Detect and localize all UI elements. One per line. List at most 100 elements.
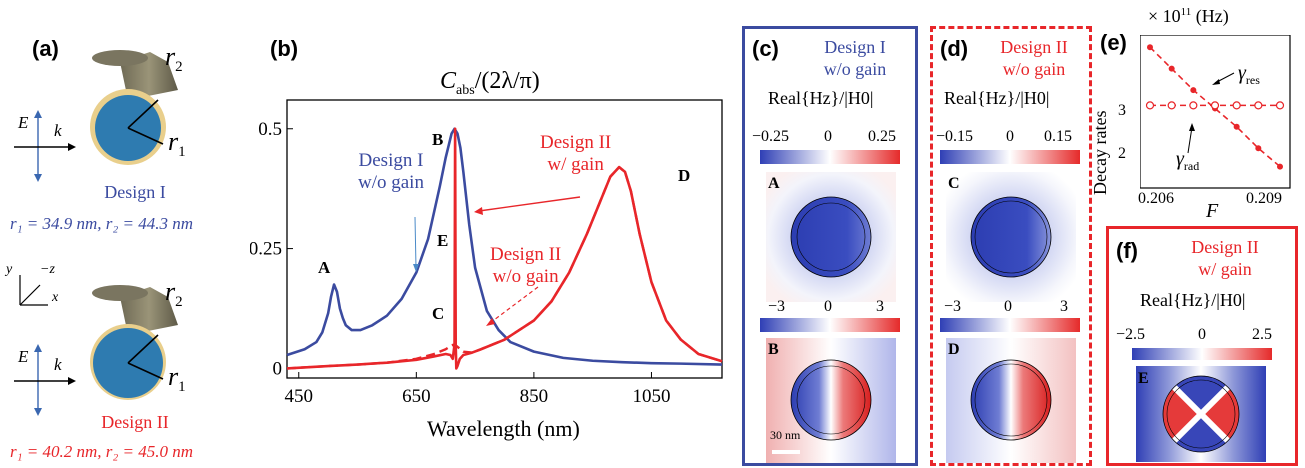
axis-y-label: y <box>6 262 13 277</box>
colorbar-f <box>1132 348 1272 360</box>
axis-x-label: x <box>52 290 59 305</box>
map-D-label: D <box>948 341 960 358</box>
colorbar-c2 <box>760 318 900 332</box>
series-line-design-i-w-o-gain <box>286 127 723 366</box>
gamma-rad-label: γrad <box>1176 148 1200 173</box>
field-map-B <box>766 338 896 463</box>
x-tick-label: 450 <box>285 386 314 407</box>
panel-e-label: (e) <box>1100 30 1127 55</box>
gamma-res-label: γres <box>1238 62 1260 87</box>
cb-c1-min: −0.25 <box>752 128 790 145</box>
annot-design2-gain: Design II w/ gain <box>540 132 612 175</box>
design2-E-label: E <box>18 347 29 366</box>
cb-c2-max: 3 <box>876 298 884 315</box>
design2-r2-label: r2 <box>165 277 183 311</box>
cb-f-mid: 0 <box>1198 326 1206 343</box>
cb-f-min: −2.5 <box>1116 326 1146 343</box>
x-tick-label: 650 <box>402 386 431 407</box>
field-map-D <box>946 338 1076 463</box>
gamma-rad-point <box>1210 101 1220 110</box>
y-tick-label: 0 <box>273 358 283 379</box>
e-xlabel: F <box>1206 200 1219 222</box>
cb-c1-mid: 0 <box>824 128 832 145</box>
absorption-chart: 450 650 850 1050 0 0.25 0.5 <box>250 99 723 407</box>
gamma-rad-point <box>1167 101 1176 110</box>
scalebar-label: 30 nm <box>770 428 801 442</box>
panel-b-label: (b) <box>270 36 299 61</box>
gamma-rad-point <box>1232 101 1241 110</box>
cb-d1-min: −0.15 <box>936 128 974 145</box>
cb-d2-min: −3 <box>944 298 962 315</box>
panel-c-frame <box>742 26 918 466</box>
gamma-res-point <box>1190 87 1197 94</box>
panel-c-label: (c) <box>752 36 779 61</box>
cb-d1-mid: 0 <box>1006 128 1014 145</box>
map-C-label: C <box>948 175 960 192</box>
panel-d-field-label: Real{Hz}/|H0| <box>944 88 1050 108</box>
design2-cylinder <box>90 285 178 400</box>
design2-r1-label: r1 <box>168 362 186 396</box>
design1-title: Design I <box>104 182 166 202</box>
cb-d1-max: 0.15 <box>1044 128 1072 145</box>
design2-title: Design II <box>101 412 169 432</box>
cb-c2-mid: 0 <box>824 298 832 315</box>
gamma-res-point <box>1147 44 1153 51</box>
panel-a-schematic <box>14 50 178 416</box>
e-xtick-0: 0.206 <box>1138 190 1174 207</box>
plot-frame <box>286 99 723 379</box>
e-ytick-2: 2 <box>1118 145 1126 162</box>
x-axis-label: Wavelength (nm) <box>427 416 580 441</box>
y-tick-label: 0.25 <box>250 239 282 260</box>
cb-f-max: 2.5 <box>1252 326 1272 343</box>
field-map-A <box>766 172 896 302</box>
panel-a-label: (a) <box>32 36 59 61</box>
mark-A: A <box>318 258 331 277</box>
panel-d-title: Design II w/o gain <box>1000 37 1068 79</box>
x-tick-label: 850 <box>520 386 549 407</box>
gamma-res-point <box>1233 123 1240 130</box>
cb-c2-min: −3 <box>768 298 786 315</box>
colorbar-c1 <box>760 150 900 164</box>
gamma-rad-point <box>1254 101 1263 110</box>
map-E-label: E <box>1138 370 1149 387</box>
cb-d2-mid: 0 <box>1004 298 1012 315</box>
panel-f-field-label: Real{Hz}/|H0| <box>1140 290 1246 310</box>
design2-radii: r₁ = 40.2 nm, r₂ = 45.0 nm <box>10 442 194 461</box>
gamma-rad-point <box>1275 101 1285 110</box>
field-map-C <box>946 172 1076 302</box>
panel-f-title: Design II w/ gain <box>1191 237 1259 279</box>
colorbar-d1 <box>940 150 1080 164</box>
y-tick-label: 0.5 <box>258 119 282 140</box>
annotation-arrows <box>413 196 581 326</box>
e-ytick-3: 3 <box>1118 102 1126 119</box>
mark-C: C <box>432 304 445 323</box>
mark-E: E <box>437 231 449 250</box>
map-A-label: A <box>768 175 780 192</box>
x-tick-label: 1050 <box>632 386 670 407</box>
map-B-label: B <box>768 341 779 358</box>
gamma-res-point <box>1277 163 1283 170</box>
gamma-res-point <box>1255 145 1262 152</box>
series-line-design-ii-w-gain <box>286 127 723 370</box>
panel-f-label: (f) <box>1116 238 1138 263</box>
panel-d-label: (d) <box>940 36 969 61</box>
design2-k-label: k <box>54 355 62 374</box>
e-xtick-1: 0.209 <box>1246 190 1282 207</box>
cb-d2-max: 3 <box>1060 298 1068 315</box>
panel-e-scale: × 1011 (Hz) <box>1148 6 1229 26</box>
gamma-rad-point <box>1145 101 1155 110</box>
design1-cylinder <box>90 50 178 165</box>
design1-E-label: E <box>18 113 29 132</box>
axis-z-label: −z <box>40 262 55 277</box>
panel-e-ylabel: Decay rates <box>1090 110 1110 195</box>
gamma-rad-point <box>1189 101 1198 110</box>
field-map-E <box>1136 366 1266 462</box>
decay-rate-chart <box>1140 35 1291 189</box>
design1-r2-label: r2 <box>165 42 183 76</box>
panel-d-frame <box>930 26 1092 466</box>
panel-b-title: Cabs/(2λ/π) <box>440 68 540 98</box>
panel-f-frame <box>1106 226 1298 466</box>
mark-B: B <box>432 130 444 149</box>
